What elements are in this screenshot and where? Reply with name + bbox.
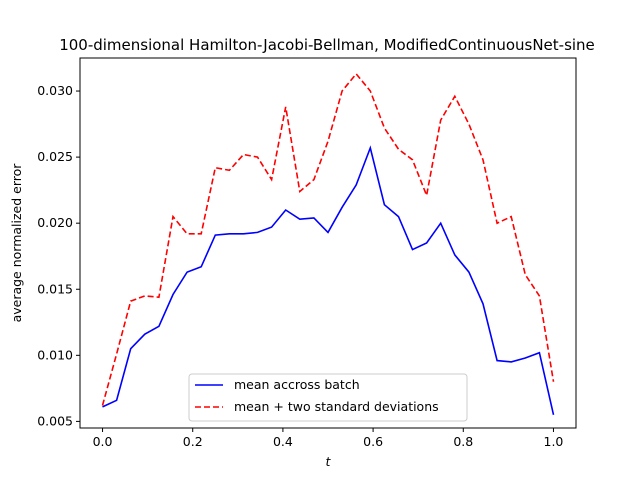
x-tick-label: 0.2 bbox=[183, 434, 203, 449]
y-tick-label: 0.020 bbox=[37, 215, 73, 230]
y-tick-label: 0.010 bbox=[37, 347, 73, 362]
y-tick-label: 0.015 bbox=[37, 281, 73, 296]
y-axis-label: average normalized error bbox=[9, 163, 24, 323]
plot-frame bbox=[79, 57, 577, 429]
series-line-1 bbox=[101, 72, 555, 406]
legend-label-upper: mean + two standard deviations bbox=[234, 399, 439, 414]
x-tick-label: 0.4 bbox=[273, 434, 293, 449]
legend-label-mean: mean accross batch bbox=[234, 377, 360, 392]
legend: mean accross batch mean + two standard d… bbox=[188, 373, 468, 422]
y-tick-label: 0.025 bbox=[37, 149, 73, 164]
y-tick-label: 0.005 bbox=[37, 413, 73, 428]
x-tick-label: 0.6 bbox=[363, 434, 383, 449]
y-tick-label: 0.030 bbox=[37, 83, 73, 98]
chart-title: 100-dimensional Hamilton-Jacobi-Bellman,… bbox=[59, 36, 595, 54]
legend-box bbox=[188, 373, 468, 422]
x-tick-label: 0.8 bbox=[453, 434, 473, 449]
x-tick-label: 0.0 bbox=[93, 434, 113, 449]
series-line-0 bbox=[102, 145, 555, 415]
x-axis-label: t bbox=[326, 454, 332, 469]
x-tick-label: 1.0 bbox=[544, 434, 564, 449]
